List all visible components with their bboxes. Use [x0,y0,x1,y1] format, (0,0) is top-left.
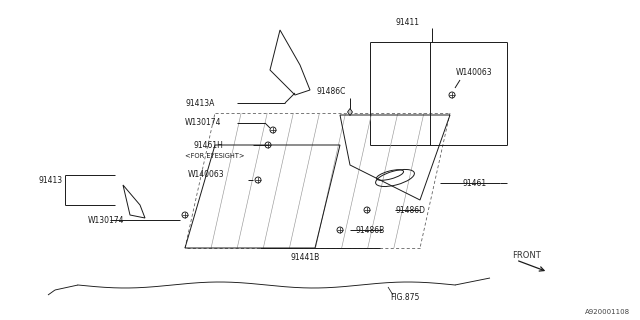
Text: W130174: W130174 [185,117,221,126]
Text: W140063: W140063 [188,170,225,179]
Text: FIG.875: FIG.875 [390,293,419,302]
Text: W130174: W130174 [88,215,125,225]
Text: 91486D: 91486D [395,205,425,214]
Text: 91461H: 91461H [193,140,223,149]
Text: 91461: 91461 [462,179,486,188]
Text: 91413A: 91413A [185,99,214,108]
Text: A920001108: A920001108 [585,309,630,315]
Text: 91441B: 91441B [290,253,319,262]
Text: 91411: 91411 [395,18,419,27]
Text: FRONT: FRONT [512,251,541,260]
Text: W140063: W140063 [456,68,493,76]
Text: <FOR EYESIGHT>: <FOR EYESIGHT> [185,153,244,159]
Text: 91486B: 91486B [355,226,384,235]
Polygon shape [348,108,353,116]
Text: 91486C: 91486C [316,86,346,95]
Text: 91413: 91413 [38,175,62,185]
